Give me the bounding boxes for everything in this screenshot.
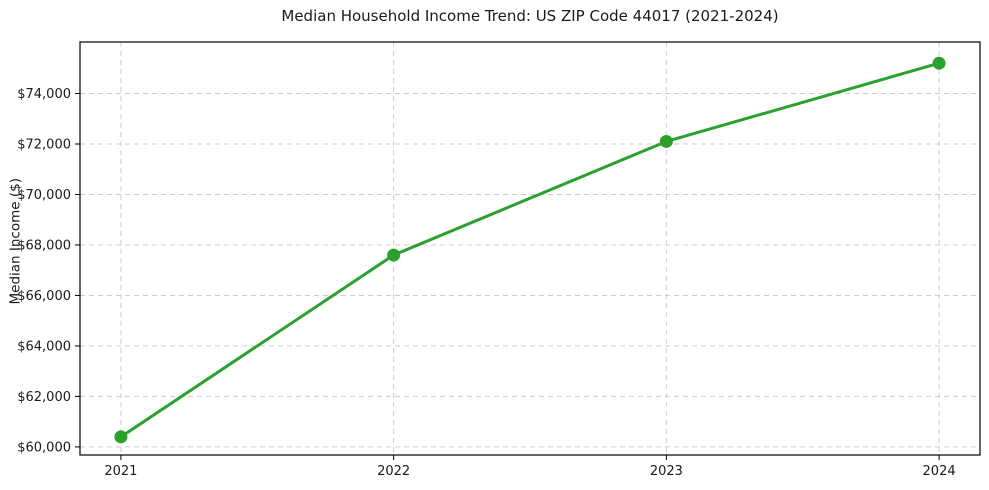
x-tick-label: 2024 (923, 464, 956, 479)
plot-border (79, 41, 981, 456)
y-tick-label: $64,000 (17, 339, 71, 354)
y-tick-label: $74,000 (17, 87, 71, 102)
y-tick-label: $68,000 (17, 238, 71, 253)
data-point (932, 56, 946, 70)
data-point (114, 430, 128, 444)
y-axis-label: Median Income ($) (7, 178, 24, 305)
trend-line (119, 61, 941, 439)
data-point (387, 248, 401, 262)
y-tick-label: $66,000 (17, 289, 71, 304)
y-tick-label: $72,000 (17, 137, 71, 152)
chart-title: Median Household Income Trend: US ZIP Co… (281, 7, 779, 25)
x-tick-label: 2023 (650, 464, 683, 479)
y-tick-label: $60,000 (17, 440, 71, 455)
x-tick-label: 2022 (377, 464, 410, 479)
y-tick-label: $62,000 (17, 390, 71, 405)
y-tick-label: $70,000 (17, 188, 71, 203)
data-point (659, 134, 673, 148)
x-tick-label: 2021 (104, 464, 137, 479)
